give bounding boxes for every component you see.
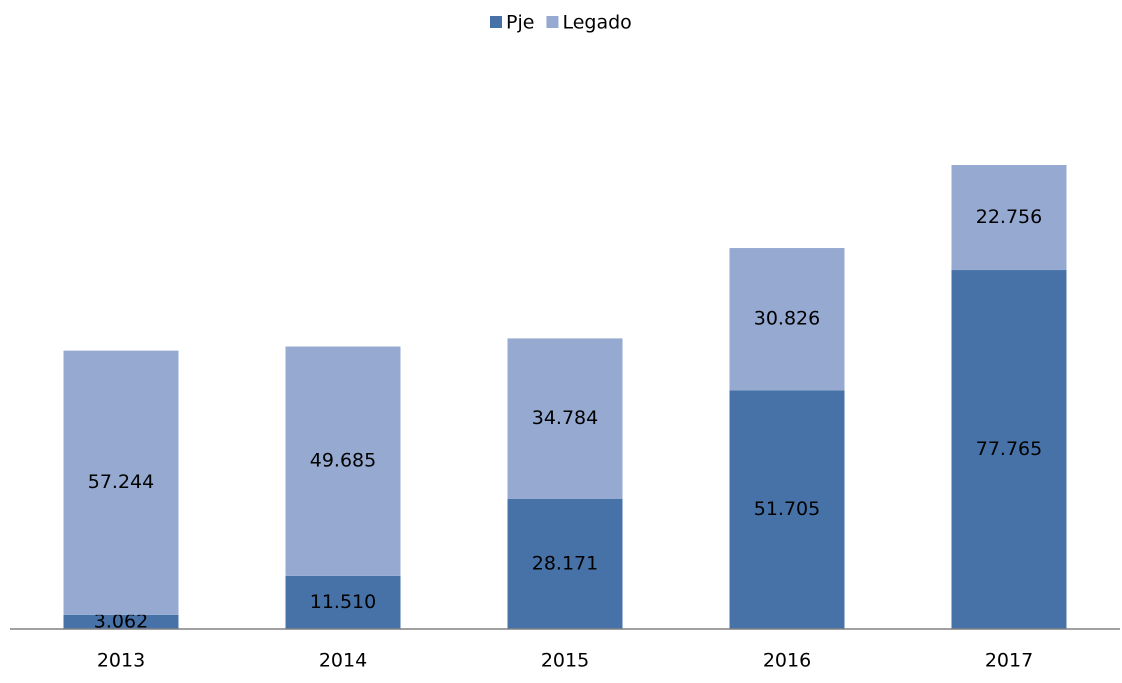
data-label: 30.826: [754, 308, 820, 330]
bar-segment: [729, 248, 845, 391]
data-label: 11.510: [310, 591, 376, 613]
x-tick-label: 2016: [763, 650, 811, 672]
bar-segment: [507, 338, 623, 499]
legend-swatch: [546, 16, 559, 28]
bar-segment: [285, 575, 401, 629]
x-tick-label: 2017: [985, 650, 1033, 672]
legend-label: Pje: [506, 12, 534, 34]
bar-segment: [63, 614, 179, 629]
data-label: 57.244: [88, 471, 154, 493]
bar-segment: [285, 346, 401, 576]
bar-segment: [63, 350, 179, 615]
x-tick-label: 2013: [97, 650, 145, 672]
data-label: 22.756: [976, 206, 1042, 228]
x-tick-label: 2015: [541, 650, 589, 672]
bar-segment: [507, 498, 623, 629]
data-label: 3.062: [94, 610, 148, 632]
x-tick-label: 2014: [319, 650, 367, 672]
legend-swatch: [490, 16, 502, 28]
data-label: 51.705: [754, 498, 820, 520]
legend-label: Legado: [562, 12, 631, 34]
bar-segment: [951, 165, 1067, 271]
data-label: 34.784: [532, 407, 598, 429]
data-label: 49.685: [310, 450, 376, 472]
data-label: 28.171: [532, 552, 598, 574]
bar-segment: [729, 390, 845, 629]
data-label: 77.765: [976, 438, 1042, 460]
bar-segment: [951, 270, 1067, 629]
